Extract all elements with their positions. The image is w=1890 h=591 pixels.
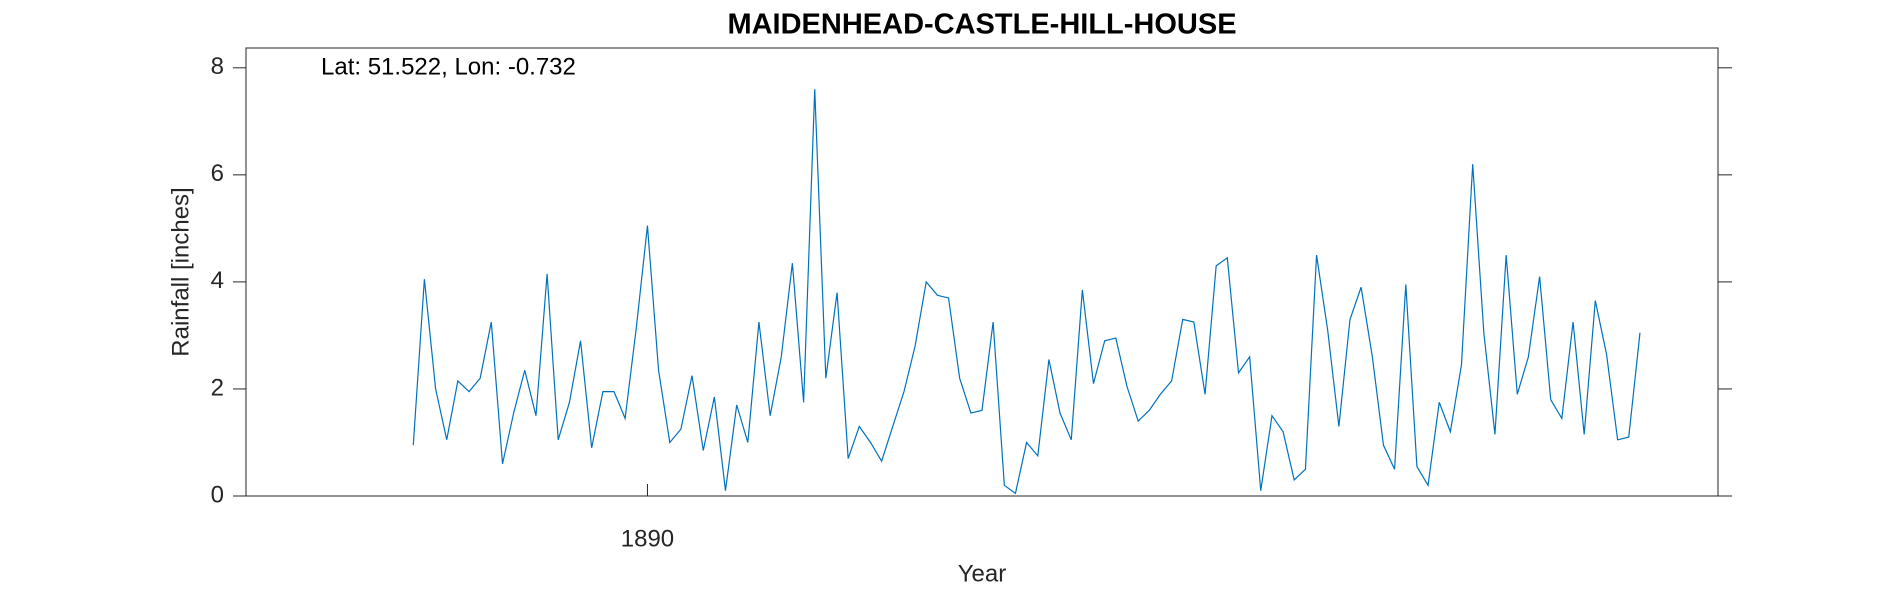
y-axis-label: Rainfall [inches] bbox=[167, 187, 194, 356]
y-tick-label: 0 bbox=[211, 481, 224, 508]
annotation: Lat: 51.522, Lon: -0.732 bbox=[321, 53, 576, 80]
x-tick-label: 1890 bbox=[621, 525, 674, 552]
y-tick-label: 4 bbox=[211, 267, 224, 294]
data-line bbox=[412, 89, 1641, 495]
y-tick-label: 2 bbox=[211, 374, 224, 401]
y-tick-label: 8 bbox=[211, 53, 224, 80]
x-axis-label: Year bbox=[958, 560, 1007, 587]
chart-title: MAIDENHEAD-CASTLE-HILL-HOUSE bbox=[727, 9, 1236, 41]
plot-area bbox=[245, 47, 1719, 497]
y-tick-label: 6 bbox=[211, 160, 224, 187]
